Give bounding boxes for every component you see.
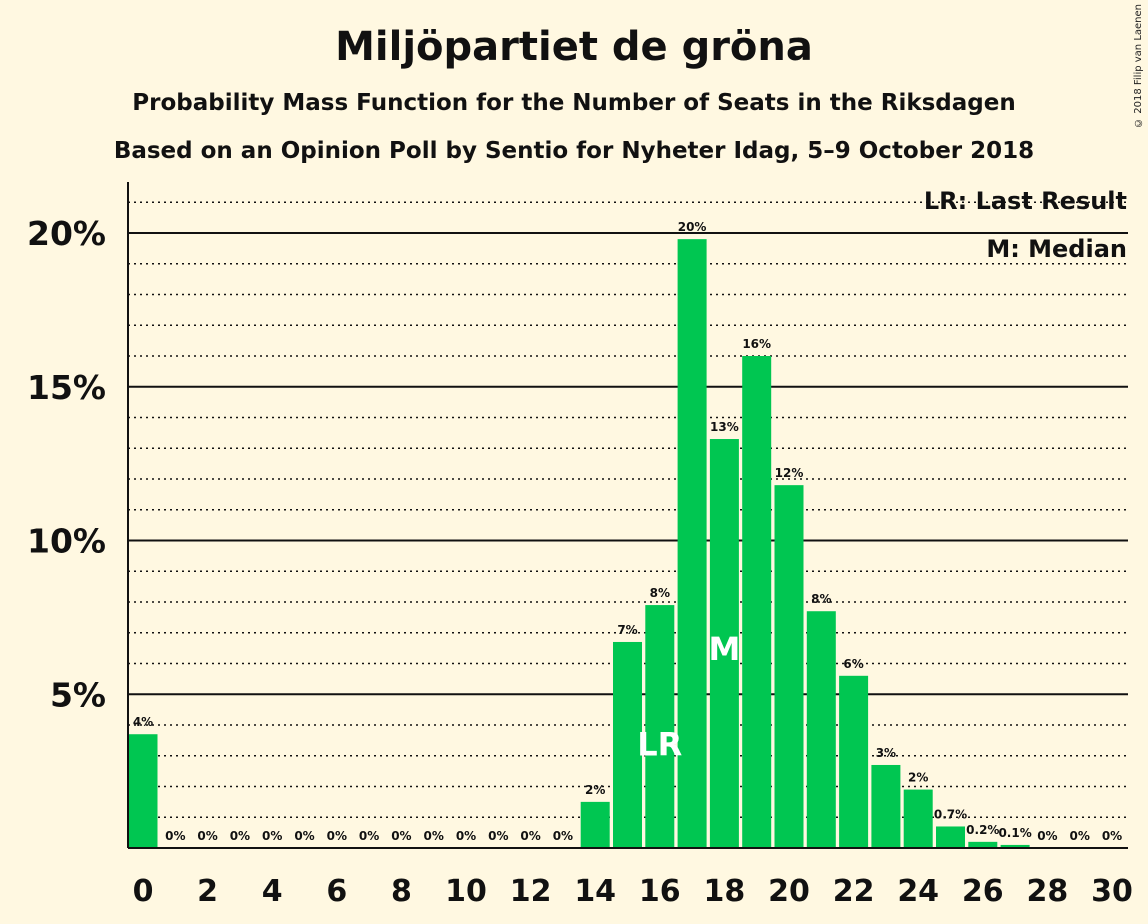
bar-seat-17 xyxy=(677,239,707,848)
bar-seat-19 xyxy=(742,356,772,848)
data-label-seat-23: 3% xyxy=(876,746,896,760)
data-label-seat-8: 0% xyxy=(391,829,411,843)
chart-subtitle: Probability Mass Function for the Number… xyxy=(132,90,1016,116)
x-axis-ticks: 0 2 4 6 8 10 12 14 16 18 20 22 24 26 28 30 xyxy=(133,874,1133,909)
data-label-seat-19: 16% xyxy=(742,337,771,351)
bar-seat-20 xyxy=(774,485,804,848)
bar-seat-26 xyxy=(968,841,998,848)
x-tick-label: 20 xyxy=(768,874,810,909)
bar-markers: LR M xyxy=(637,630,740,764)
x-tick-label: 0 xyxy=(133,874,154,909)
data-label-seat-7: 0% xyxy=(359,829,379,843)
axes xyxy=(127,182,1128,849)
data-label-seat-25: 0.7% xyxy=(934,807,967,821)
data-label-seat-20: 12% xyxy=(775,466,804,480)
data-label-seat-26: 0.2% xyxy=(966,823,999,837)
y-tick-label: 15% xyxy=(27,368,106,407)
bars xyxy=(128,239,1030,848)
data-label-seat-29: 0% xyxy=(1070,829,1090,843)
y-axis-ticks: 5% 10% 15% 20% xyxy=(27,214,106,714)
data-label-seat-6: 0% xyxy=(327,829,347,843)
x-tick-label: 28 xyxy=(1027,874,1069,909)
data-label-seat-16: 8% xyxy=(650,586,670,600)
bar-seat-14 xyxy=(580,801,610,848)
data-label-seat-17: 20% xyxy=(678,220,707,234)
data-label-seat-14: 2% xyxy=(585,783,605,797)
bar-seat-22 xyxy=(839,675,869,848)
data-label-seat-21: 8% xyxy=(811,592,831,606)
x-tick-label: 18 xyxy=(704,874,746,909)
x-tick-label: 24 xyxy=(897,874,939,909)
data-label-seat-27: 0.1% xyxy=(998,826,1031,840)
last-result-marker: LR xyxy=(637,726,682,764)
bar-seat-16 xyxy=(645,605,675,848)
data-label-seat-2: 0% xyxy=(197,829,217,843)
x-tick-label: 2 xyxy=(197,874,218,909)
data-label-seat-28: 0% xyxy=(1037,829,1057,843)
y-tick-label: 20% xyxy=(27,214,106,253)
x-tick-label: 8 xyxy=(391,874,412,909)
data-label-seat-30: 0% xyxy=(1102,829,1122,843)
y-tick-label: 5% xyxy=(50,675,106,714)
y-tick-label: 10% xyxy=(27,522,106,561)
legend-last-result: LR: Last Result xyxy=(924,187,1127,215)
x-tick-label: 14 xyxy=(574,874,616,909)
bar-seat-15 xyxy=(613,641,642,848)
x-tick-label: 22 xyxy=(833,874,875,909)
data-label-seat-1: 0% xyxy=(165,829,185,843)
chart-title: Miljöpartiet de gröna xyxy=(335,24,813,70)
bar-seat-18 xyxy=(709,439,739,848)
data-label-seat-15: 7% xyxy=(617,623,637,637)
data-label-seat-5: 0% xyxy=(294,829,314,843)
data-label-seat-3: 0% xyxy=(230,829,250,843)
data-label-seat-0: 4% xyxy=(133,715,153,729)
data-label-seat-10: 0% xyxy=(456,829,476,843)
x-tick-label: 10 xyxy=(445,874,487,909)
legend-median: M: Median xyxy=(986,235,1127,263)
data-label-seat-24: 2% xyxy=(908,771,928,785)
data-label-seat-12: 0% xyxy=(520,829,540,843)
x-tick-label: 4 xyxy=(262,874,283,909)
data-label-seat-11: 0% xyxy=(488,829,508,843)
data-label-seat-9: 0% xyxy=(424,829,444,843)
bar-seat-24 xyxy=(903,789,933,848)
data-label-seat-18: 13% xyxy=(710,420,739,434)
x-tick-label: 12 xyxy=(510,874,552,909)
bar-seat-23 xyxy=(871,764,901,848)
x-tick-label: 6 xyxy=(326,874,347,909)
bar-seat-21 xyxy=(806,611,836,848)
bar-seat-25 xyxy=(936,826,965,848)
data-labels: 4% 0% 0% 0% 0% 0% 0% 0% 0% 0% 0% 0% 0% 0% 2% 7% 8% 20% 13%… xyxy=(133,220,1122,843)
chart-subtitle-source: Based on an Opinion Poll by Sentio for N… xyxy=(113,138,1035,164)
median-marker: M xyxy=(708,630,740,668)
data-label-seat-22: 6% xyxy=(843,657,863,671)
x-tick-label: 16 xyxy=(639,874,681,909)
x-tick-label: 26 xyxy=(962,874,1004,909)
data-label-seat-13: 0% xyxy=(553,829,573,843)
legend: LR: Last Result M: Median xyxy=(924,187,1127,263)
bar-seat-0 xyxy=(128,734,158,848)
bar-seat-27 xyxy=(1000,844,1030,848)
data-label-seat-4: 0% xyxy=(262,829,282,843)
x-tick-label: 30 xyxy=(1091,874,1133,909)
